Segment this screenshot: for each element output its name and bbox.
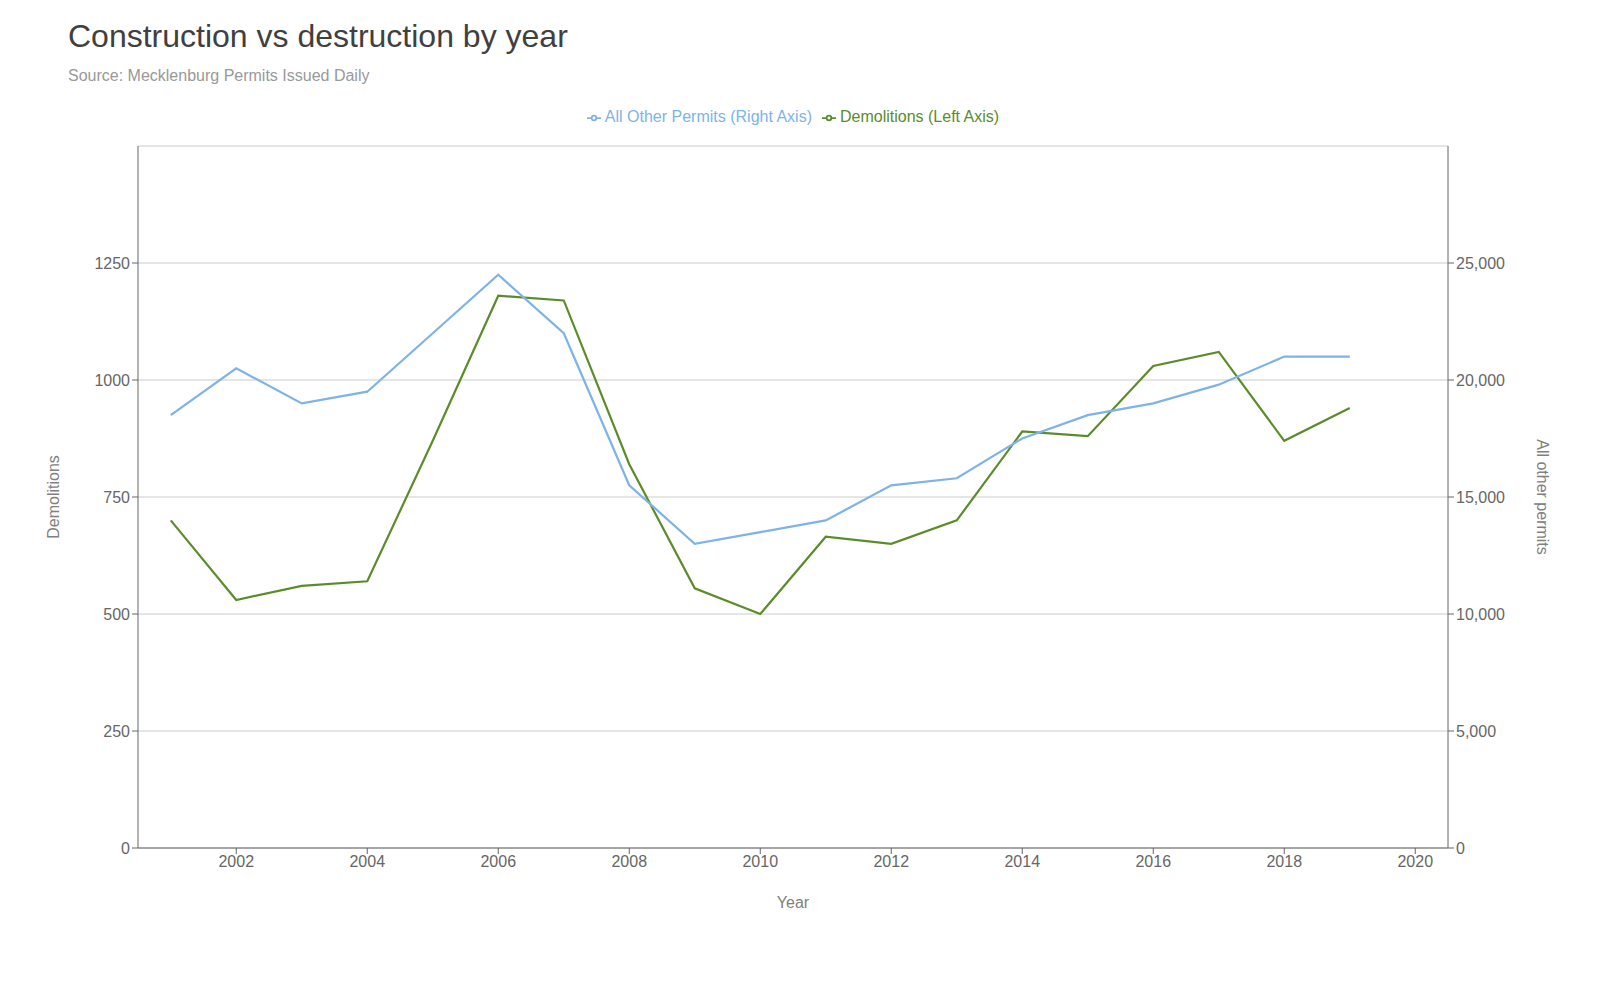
svg-text:1000: 1000 [94, 372, 130, 389]
svg-text:15,000: 15,000 [1456, 489, 1505, 506]
svg-text:2006: 2006 [480, 853, 516, 870]
html-text:Demolitions (Left Axis): Demolitions (Left Axis) [840, 108, 1000, 125]
svg-text:Demolitions: Demolitions [45, 455, 62, 539]
svg-text:1250: 1250 [94, 255, 130, 272]
svg-text:2014: 2014 [1004, 853, 1040, 870]
html-text:All Other Permits (Right Axis): All Other Permits (Right Axis) [604, 108, 812, 125]
html-text:Source: Mecklenburg Permits Is: Source: Mecklenburg Permits Issued Daily [68, 67, 370, 84]
svg-text:750: 750 [103, 489, 130, 506]
svg-text:500: 500 [103, 606, 130, 623]
svg-text:25,000: 25,000 [1456, 255, 1505, 272]
svg-text:10,000: 10,000 [1456, 606, 1505, 623]
svg-text:2020: 2020 [1397, 853, 1433, 870]
svg-text:2016: 2016 [1135, 853, 1171, 870]
svg-text:20,000: 20,000 [1456, 372, 1505, 389]
svg-text:0: 0 [121, 840, 130, 857]
svg-text:250: 250 [103, 723, 130, 740]
svg-text:Year: Year [777, 894, 810, 911]
svg-text:2012: 2012 [873, 853, 909, 870]
svg-text:2002: 2002 [218, 853, 254, 870]
svg-text:2018: 2018 [1266, 853, 1302, 870]
svg-text:5,000: 5,000 [1456, 723, 1496, 740]
html-text:Construction vs destruction by: Construction vs destruction by year [68, 18, 568, 54]
svg-text:0: 0 [1456, 840, 1465, 857]
svg-text:All other permits: All other permits [1534, 439, 1551, 555]
svg-text:2008: 2008 [611, 853, 647, 870]
svg-text:2010: 2010 [742, 853, 778, 870]
svg-text:2004: 2004 [349, 853, 385, 870]
